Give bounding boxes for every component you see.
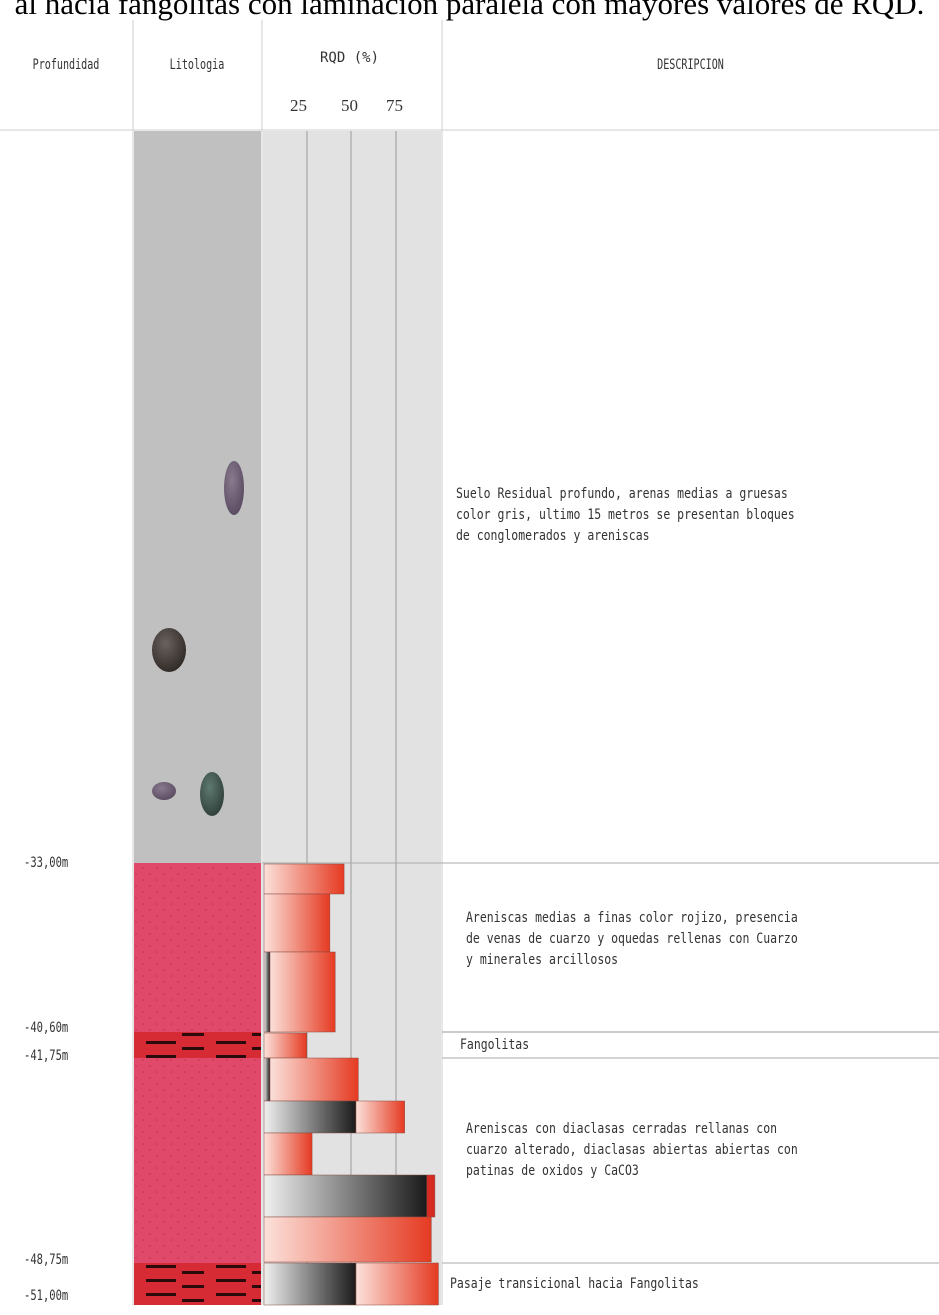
rqd-bar	[269, 1057, 359, 1102]
rqd-tick-75: 75	[386, 96, 403, 115]
rqd-bar	[263, 863, 345, 895]
description-mudstone-1: Fangolitas	[460, 1037, 530, 1053]
pebble-4	[200, 772, 224, 816]
description-mudstone-2: Pasaje transicional hacia Fangolitas	[450, 1276, 699, 1292]
description-sandstone-2: Areniscas con diaclasas cerradas rellana…	[466, 1121, 798, 1179]
rqd-bar	[263, 893, 331, 953]
rqd-bar	[263, 1216, 432, 1263]
rqd-bar	[269, 951, 336, 1033]
rqd-bar	[426, 1174, 436, 1218]
rqd-bar	[263, 951, 271, 1033]
rqd-tick-25: 25	[290, 96, 307, 115]
depth-label-48-75: -48,75m	[24, 1252, 69, 1268]
description-residual-soil: Suelo Residual profundo, arenas medias a…	[456, 486, 795, 544]
rqd-bars	[263, 863, 439, 1306]
rqd-bar	[263, 1262, 357, 1306]
rqd-bar	[355, 1100, 405, 1134]
description-sandstone-1: Areniscas medias a finas color rojizo, p…	[466, 910, 798, 968]
rqd-bar	[263, 1174, 428, 1218]
rqd-bar	[263, 1132, 313, 1176]
pebble-1	[224, 461, 244, 515]
header-lithology: Litologia	[169, 57, 225, 73]
header-rqd: RQD (%)	[320, 50, 380, 66]
figure-caption: al hacia fangolitas con laminación paral…	[14, 0, 925, 21]
depth-label-33: -33,00m	[24, 855, 69, 871]
depth-label-40-60: -40,60m	[24, 1020, 69, 1036]
rqd-bar	[263, 1100, 357, 1134]
pebble-2	[152, 628, 186, 672]
rqd-bar	[263, 1057, 271, 1102]
rqd-bar	[355, 1262, 439, 1306]
depth-label-41-75: -41,75m	[24, 1048, 69, 1064]
rqd-tick-50: 50	[341, 96, 358, 115]
rqd-bar	[263, 1032, 307, 1059]
pebble-3	[152, 782, 176, 800]
header-description: DESCRIPCION	[657, 57, 724, 73]
depth-label-51: -51,00m	[24, 1288, 69, 1304]
header-depth: Profundidad	[32, 57, 100, 73]
